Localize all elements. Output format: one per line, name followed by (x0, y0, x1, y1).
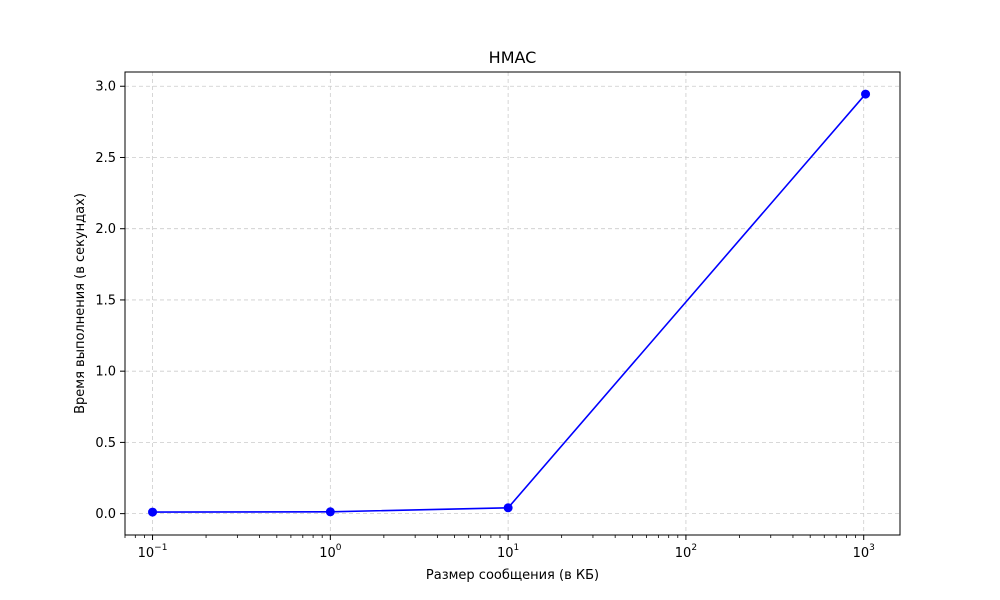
x-tick-base: 10 (675, 546, 692, 561)
chart-title: HMAC (489, 48, 537, 67)
x-axis: 10−1 100 101 102 103 (124, 535, 875, 561)
y-tick-label: 3.0 (95, 80, 116, 95)
x-tick-base: 10 (853, 546, 870, 561)
x-tick-label: 10−1 (138, 543, 168, 561)
data-point (148, 507, 158, 517)
x-tick-base: 10 (319, 546, 336, 561)
x-tick-exponent: 3 (869, 543, 875, 553)
y-axis-label: Время выполнения (в секундах) (73, 193, 88, 414)
x-tick-label: 101 (497, 543, 519, 561)
y-tick-label: 0.0 (95, 507, 116, 522)
x-tick-label: 100 (319, 543, 342, 561)
x-tick-base: 10 (138, 546, 155, 561)
x-tick-label: 103 (853, 543, 875, 561)
series-layer (148, 89, 871, 517)
series-line (152, 93, 867, 513)
y-tick-label: 1.0 (95, 365, 116, 380)
x-tick-exponent: 2 (691, 543, 697, 553)
grid (125, 72, 900, 535)
y-tick-label: 2.0 (95, 222, 116, 237)
y-axis: 0.0 0.5 1.0 1.5 2.0 2.5 3.0 (95, 80, 125, 522)
y-tick-label: 0.5 (95, 436, 116, 451)
data-point (861, 89, 871, 99)
y-tick-label: 1.5 (95, 293, 116, 308)
data-point (325, 507, 335, 517)
data-point (503, 503, 513, 513)
x-tick-exponent: 1 (514, 543, 520, 553)
x-tick-base: 10 (497, 546, 514, 561)
x-axis-label: Размер сообщения (в КБ) (426, 568, 599, 583)
y-tick-label: 2.5 (95, 151, 116, 166)
x-tick-label: 102 (675, 543, 697, 561)
x-tick-exponent: −1 (154, 543, 167, 553)
x-tick-exponent: 0 (336, 543, 342, 553)
plot-frame (124, 71, 901, 536)
